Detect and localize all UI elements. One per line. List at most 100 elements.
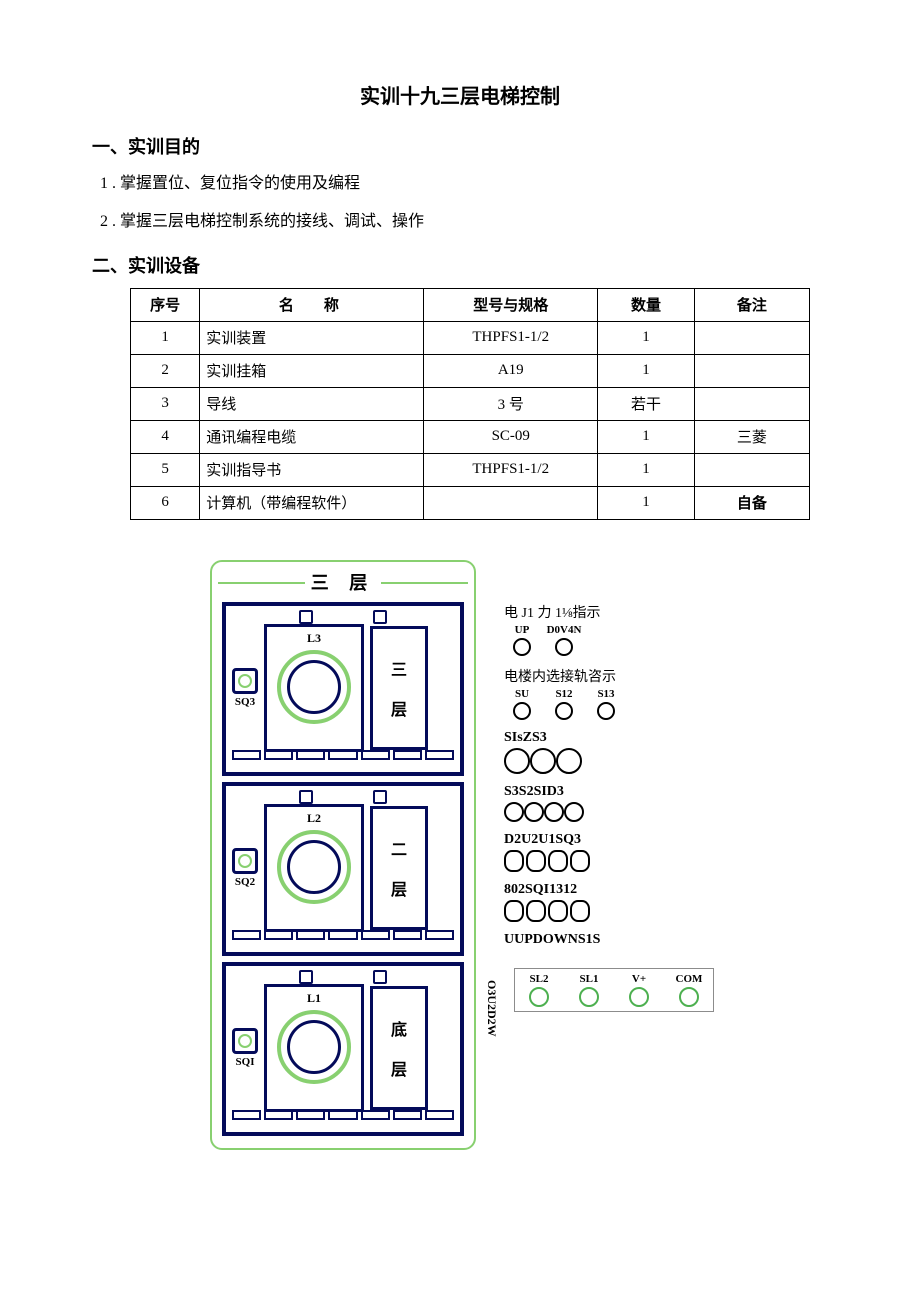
floor1-label: 底 层	[370, 986, 428, 1110]
cell	[694, 387, 809, 420]
terminal-heading-2: 电楼内选接轨咨示	[504, 666, 754, 686]
sq-label: SQI	[236, 1056, 255, 1068]
terminal-down: D0V4N	[546, 624, 582, 656]
dot-icon	[373, 790, 387, 804]
brick-row	[232, 930, 454, 940]
cell: 实训指导书	[200, 453, 424, 486]
dot-icon	[299, 610, 313, 624]
col-qty: 数量	[598, 288, 695, 321]
terminal-circle	[548, 850, 568, 872]
terminal-circle	[544, 802, 564, 822]
row-su-s12-s13: SU S12 S13	[504, 688, 754, 720]
terminal-circle	[530, 748, 556, 774]
cell: 3 号	[424, 387, 598, 420]
terminal-up: UP	[504, 624, 540, 656]
table-row: 3 导线 3 号 若干	[131, 387, 810, 420]
terminal-circle	[570, 900, 590, 922]
terminal-circle	[504, 748, 530, 774]
objective-2: 2 . 掌握三层电梯控制系统的接线、调试、操作	[100, 207, 820, 237]
cell: THPFS1-1/2	[424, 321, 598, 354]
door-ring-icon	[277, 830, 351, 904]
terminal-panel: 电 J1 力 1⅛指示 UP D0V4N 电楼内选接轨咨示 SU S12 S13…	[504, 560, 754, 1150]
sq1-sensor: SQI	[232, 1028, 258, 1068]
terminal-circle	[548, 900, 568, 922]
cell	[424, 486, 598, 519]
terminal: S12	[546, 688, 582, 720]
cell: 1	[598, 486, 695, 519]
terminal-circle	[526, 900, 546, 922]
terminal-circle	[570, 850, 590, 872]
cell: 4	[131, 420, 200, 453]
cell: 1	[598, 453, 695, 486]
terminal-circle	[526, 850, 546, 872]
brick-row	[232, 750, 454, 760]
door-label: L3	[307, 631, 321, 646]
cell: 5	[131, 453, 200, 486]
table-row: 5 实训指导书 THPFS1-1/2 1	[131, 453, 810, 486]
sq3-sensor: SQ3	[232, 668, 258, 708]
door-l3: L3	[264, 624, 364, 752]
cell	[694, 354, 809, 387]
row-4a	[504, 802, 754, 822]
table-row: 1 实训装置 THPFS1-1/2 1	[131, 321, 810, 354]
cell: A19	[424, 354, 598, 387]
equipment-table: 序号 名称 型号与规格 数量 备注 1 实训装置 THPFS1-1/2 1 2 …	[130, 288, 810, 520]
label-siszs3: SIsZS3	[504, 730, 754, 746]
terminal-circle	[504, 900, 524, 922]
label-d2u2u1sq3: D2U2U1SQ3	[504, 832, 754, 848]
col-note: 备注	[694, 288, 809, 321]
terminal-heading-1: 电 J1 力 1⅛指示	[504, 602, 754, 622]
sq2-sensor: SQ2	[232, 848, 258, 888]
door-l1: L1	[264, 984, 364, 1112]
door-label: L1	[307, 991, 321, 1006]
dot-icon	[299, 790, 313, 804]
table-row: 2 实训挂箱 A19 1	[131, 354, 810, 387]
objective-1: 1 . 掌握置位、复位指令的使用及编程	[100, 169, 820, 199]
table-row: 4 通讯编程电缆 SC-09 1 三菱	[131, 420, 810, 453]
cell: 计算机（带编程软件）	[200, 486, 424, 519]
row-3big	[504, 748, 754, 774]
col-seq: 序号	[131, 288, 200, 321]
floor-1: SQI L1 底 层	[222, 962, 464, 1136]
section2-heading: 二、实训设备	[92, 252, 820, 278]
floor-2: SQ2 L2 二 层	[222, 782, 464, 956]
terminal-vplus: V+	[621, 973, 657, 1007]
label-802sqi1312: 802SQI1312	[504, 882, 754, 898]
cell: 通讯编程电缆	[200, 420, 424, 453]
terminal-sl2: SL2	[521, 973, 557, 1007]
cell: 1	[131, 321, 200, 354]
row-up-down: UP D0V4N	[504, 624, 754, 656]
terminal-circle	[504, 850, 524, 872]
dot-icon	[299, 970, 313, 984]
terminal-sl1: SL1	[571, 973, 607, 1007]
cell: 1	[598, 354, 695, 387]
cell: 2	[131, 354, 200, 387]
cell: 1	[598, 321, 695, 354]
cell: 自备	[694, 486, 809, 519]
door-ring-icon	[277, 650, 351, 724]
col-spec: 型号与规格	[424, 288, 598, 321]
col-name: 名称	[200, 288, 424, 321]
vertical-label: O3U2D2W	[484, 980, 499, 1037]
cell	[694, 321, 809, 354]
panel-title: 三 层	[218, 568, 468, 596]
table-row: 6 计算机（带编程软件） 1 自备	[131, 486, 810, 519]
terminal-circle	[564, 802, 584, 822]
sq-label: SQ3	[235, 696, 255, 708]
cell: SC-09	[424, 420, 598, 453]
door-l2: L2	[264, 804, 364, 932]
cell: 三菱	[694, 420, 809, 453]
door-ring-icon	[277, 1010, 351, 1084]
page-title: 实训十九三层电梯控制	[100, 80, 820, 109]
panel-title-text: 三 层	[305, 569, 382, 595]
section1-heading: 一、实训目的	[92, 133, 820, 159]
label-s3s2sid3: S3S2SID3	[504, 784, 754, 800]
row-4c	[504, 900, 754, 922]
cell: 导线	[200, 387, 424, 420]
sq-label: SQ2	[235, 876, 255, 888]
terminal: SU	[504, 688, 540, 720]
cell: 1	[598, 420, 695, 453]
brick-row	[232, 1110, 454, 1120]
table-header-row: 序号 名称 型号与规格 数量 备注	[131, 288, 810, 321]
dot-icon	[373, 970, 387, 984]
